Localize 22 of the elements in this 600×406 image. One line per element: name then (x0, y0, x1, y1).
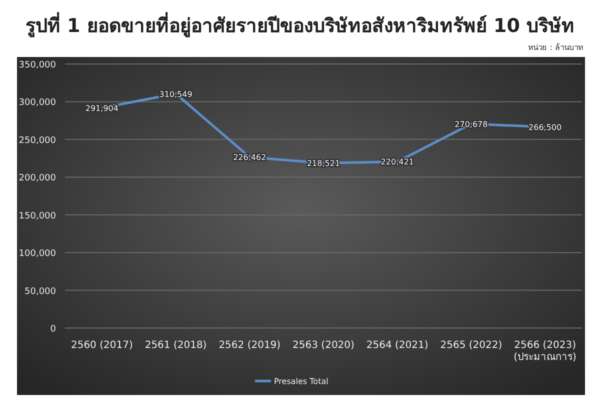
y-tick-label: 300,000 (18, 98, 56, 108)
x-tick-label: 2560 (2017) (70, 340, 133, 351)
chart-title: รูปที่ 1 ยอดขายที่อยู่อาศัยรายปีของบริษัทอสังหาริมทรัพย์ 10 บริษัท (25, 12, 575, 38)
y-tick-label: 350,000 (18, 60, 56, 70)
x-tick-label: 2565 (2022) (440, 340, 502, 351)
data-label: 218,521 (306, 159, 340, 168)
x-tick-label: 2563 (2020) (292, 340, 355, 351)
x-tick-label: 2564 (2021) (366, 340, 428, 351)
y-tick-label: 0 (50, 324, 56, 334)
y-tick-label: 250,000 (18, 136, 56, 146)
x-tick-label: 2566 (2023) (ประมาณการ) (514, 340, 577, 363)
data-label: 226,462 (233, 153, 266, 162)
data-label: 291,904 (85, 104, 118, 113)
text: หน่วย : ล้านบาท (528, 43, 583, 52)
x-tick-label: 2562 (2019) (218, 340, 281, 351)
y-tick-label: 150,000 (18, 211, 56, 222)
x-tick-label: 2561 (2018) (144, 340, 207, 351)
y-tick-label: 100,000 (18, 249, 56, 260)
data-label: 266,500 (528, 122, 562, 132)
y-tick-label: 50,000 (24, 286, 56, 297)
y-tick-label: 200,000 (18, 174, 56, 184)
legend-label: Presales Total (274, 377, 328, 386)
